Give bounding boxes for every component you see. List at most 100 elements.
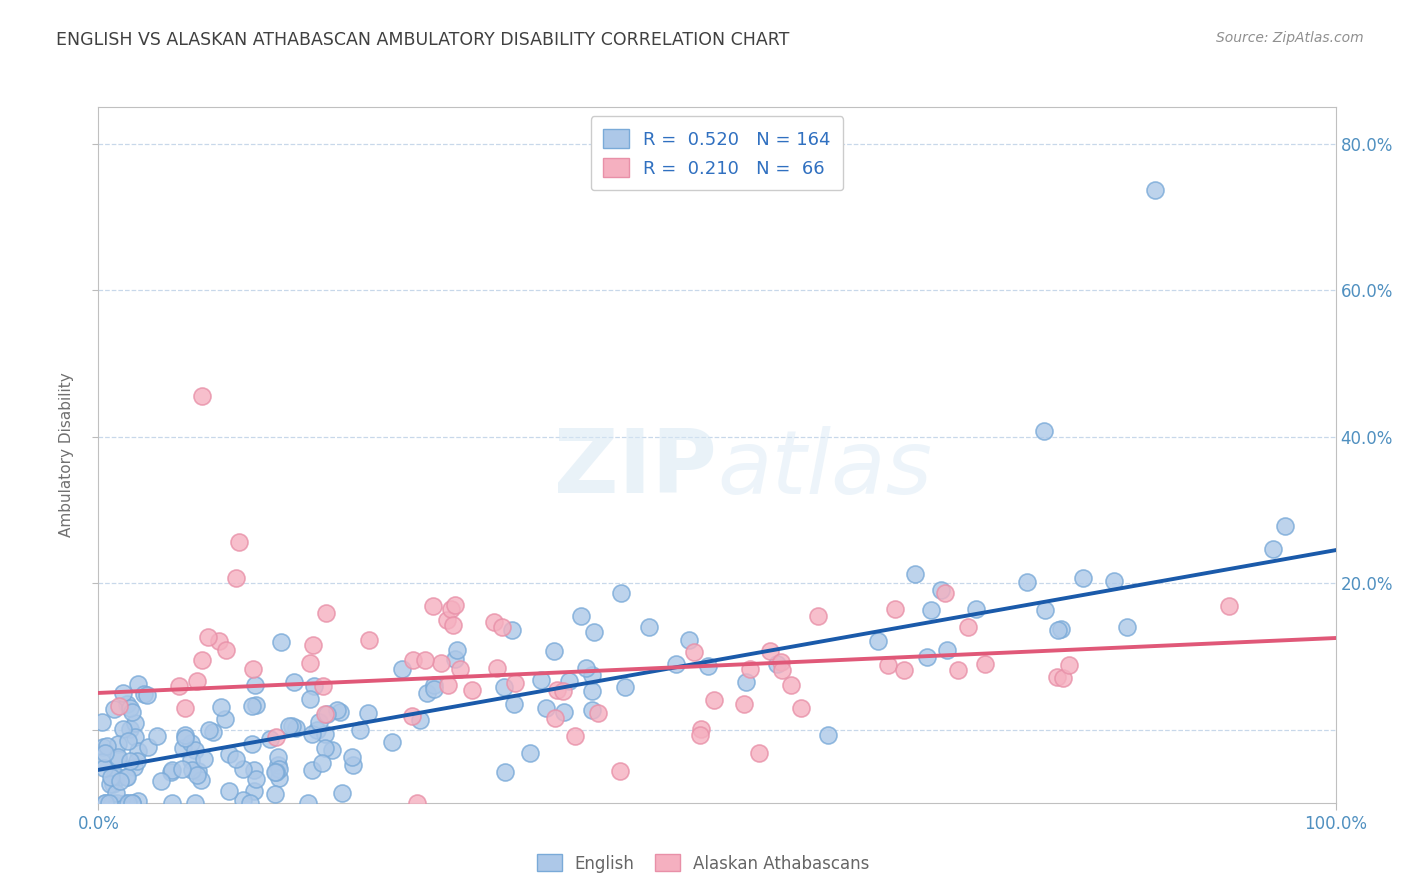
Point <box>243 763 266 777</box>
Point <box>115 796 138 810</box>
Point <box>321 743 343 757</box>
Point <box>186 673 208 688</box>
Point <box>1052 671 1074 685</box>
Point <box>301 763 323 777</box>
Point <box>314 726 336 740</box>
Point <box>770 663 793 677</box>
Point <box>181 764 204 778</box>
Point <box>239 796 262 810</box>
Point <box>770 656 793 670</box>
Point <box>581 683 603 698</box>
Point <box>314 706 336 721</box>
Point <box>111 686 134 700</box>
Point <box>494 765 516 780</box>
Point <box>107 737 129 751</box>
Point <box>868 634 890 648</box>
Point <box>314 741 336 756</box>
Point <box>436 613 458 627</box>
Point <box>1274 519 1296 533</box>
Point <box>929 583 952 598</box>
Point <box>297 796 319 810</box>
Point <box>413 653 436 667</box>
Point <box>172 762 194 776</box>
Point <box>115 697 138 711</box>
Point <box>117 734 139 748</box>
Point <box>121 796 143 810</box>
Point <box>546 683 568 698</box>
Point <box>127 677 149 691</box>
Point <box>105 786 128 800</box>
Point <box>121 796 143 810</box>
Point <box>240 737 263 751</box>
Point <box>242 784 264 798</box>
Point <box>280 719 302 733</box>
Point <box>302 639 325 653</box>
Point <box>893 663 915 677</box>
Point <box>180 736 202 750</box>
Point <box>883 601 905 615</box>
Point <box>534 700 557 714</box>
Point <box>326 703 349 717</box>
Point <box>100 770 122 784</box>
Point <box>228 535 250 549</box>
Point <box>904 567 927 582</box>
Point <box>267 772 290 786</box>
Point <box>136 740 159 755</box>
Point <box>443 652 465 666</box>
Point <box>259 732 281 747</box>
Point <box>127 744 149 758</box>
Point <box>160 764 183 778</box>
Point <box>124 730 146 744</box>
Point <box>173 731 195 746</box>
Point <box>381 735 404 749</box>
Point <box>284 721 307 735</box>
Point <box>1071 571 1094 585</box>
Point <box>581 703 603 717</box>
Point <box>98 777 121 791</box>
Point <box>191 389 214 403</box>
Point <box>93 739 115 754</box>
Point <box>557 673 579 688</box>
Point <box>302 679 325 693</box>
Point <box>440 601 463 615</box>
Point <box>422 599 444 613</box>
Point <box>543 644 565 658</box>
Point <box>553 705 575 719</box>
Point <box>575 660 598 674</box>
Point <box>1263 542 1285 557</box>
Point <box>1116 620 1139 634</box>
Point <box>197 630 219 644</box>
Point <box>232 763 254 777</box>
Point <box>215 642 238 657</box>
Point <box>167 679 190 693</box>
Point <box>98 796 121 810</box>
Point <box>817 728 839 742</box>
Point <box>190 653 212 667</box>
Text: Source: ZipAtlas.com: Source: ZipAtlas.com <box>1216 31 1364 45</box>
Point <box>174 701 197 715</box>
Point <box>122 760 145 774</box>
Point <box>264 765 287 780</box>
Point <box>108 774 131 789</box>
Point <box>315 706 337 721</box>
Point <box>94 796 117 810</box>
Point <box>551 684 574 698</box>
Point <box>184 743 207 757</box>
Point <box>758 644 780 658</box>
Point <box>423 681 446 696</box>
Point <box>807 608 830 623</box>
Point <box>1032 425 1054 439</box>
Point <box>416 686 439 700</box>
Point <box>311 756 333 771</box>
Point <box>564 730 586 744</box>
Point <box>491 620 513 634</box>
Point <box>115 770 138 784</box>
Point <box>934 585 956 599</box>
Point <box>159 764 181 779</box>
Point <box>614 680 637 694</box>
Point <box>208 633 231 648</box>
Point <box>330 786 353 800</box>
Point <box>449 662 471 676</box>
Point <box>581 667 603 681</box>
Point <box>1049 622 1071 636</box>
